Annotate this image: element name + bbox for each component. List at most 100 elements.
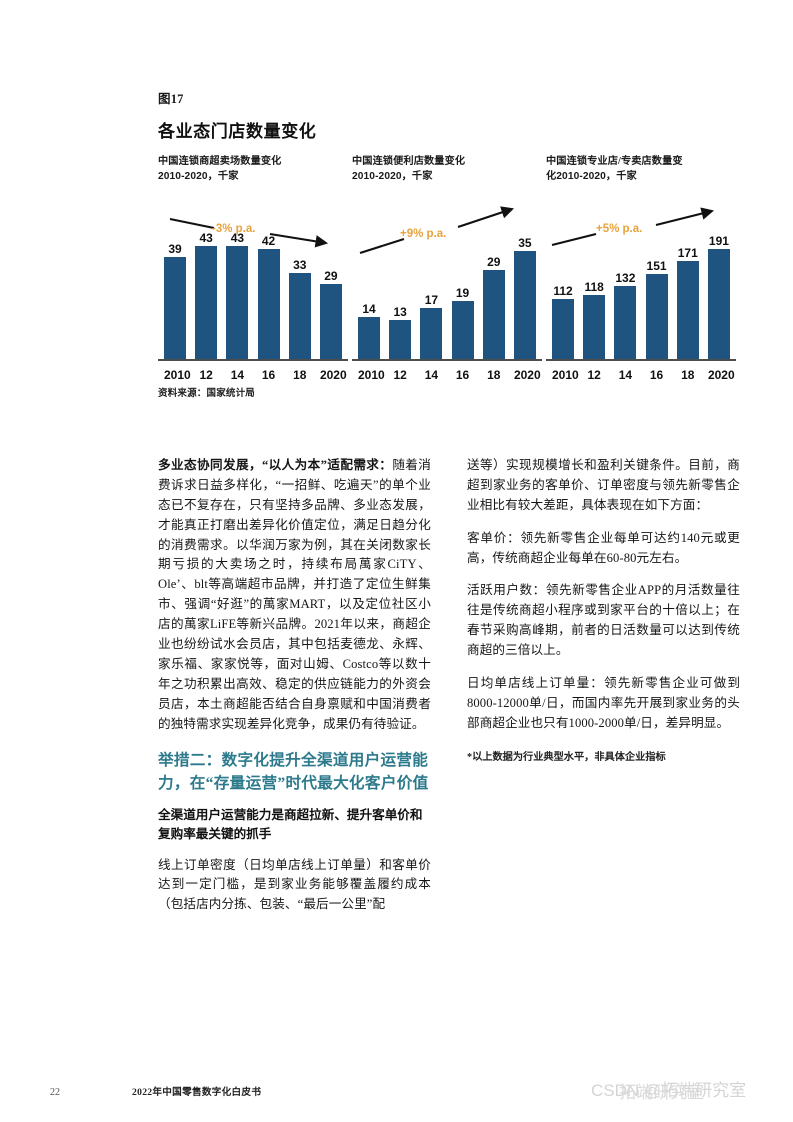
bar-item: 39 [164, 201, 186, 361]
bar-value: 19 [455, 286, 470, 300]
chart-1-bars: 39 43 43 42 33 29 [164, 201, 342, 361]
paragraph-lead: 日均单店线上订单量： [467, 676, 605, 691]
x-tick: 12 [199, 368, 213, 382]
bar-item: 29 [319, 201, 342, 361]
chart-2-xlabels: 2010 12 14 16 18 2020 [358, 368, 541, 382]
chart-3-cagr-label: +5% p.a. [596, 223, 643, 235]
chart-1-title: 中国连锁商超卖场数量变化 [158, 156, 282, 167]
bar-rect [552, 299, 574, 361]
bar-item: 191 [707, 201, 730, 361]
chart-2-years: 2010-2020 [352, 170, 402, 182]
x-tick: 18 [293, 368, 307, 382]
bar-item: 112 [552, 201, 574, 361]
x-tick: 2010 [552, 368, 579, 382]
bar-item: 13 [389, 201, 412, 361]
chart-2-plot: +9% p.a. 14 13 17 19 29 35 2010 12 14 16… [352, 201, 546, 383]
paragraph-daily-orders: 日均单店线上订单量：领先新零售企业可做到8000-12000单/日，而国内率先开… [467, 674, 740, 734]
paragraph-body: 领先新零售企业可做到8000-12000单/日，而国内率先开展到家业务的头部商超… [467, 676, 741, 730]
chart-1-years: 2010-2020 [158, 170, 208, 182]
right-column: 送等）实现规模增长和盈利关键条件。目前，商超到家业务的客单价、订单密度与领先新零… [467, 456, 740, 928]
x-tick: 18 [681, 368, 695, 382]
chart-3-years: 化2010-2020 [546, 170, 606, 182]
x-tick: 18 [487, 368, 501, 382]
bar-item: 14 [358, 201, 380, 361]
bar-value: 29 [487, 255, 501, 269]
footnote-disclaimer: *以上数据为行业典型水平，非具体企业指标 [467, 751, 666, 763]
chart-1-heading: 中国连锁商超卖场数量变化 2010-2020，千家 [158, 155, 352, 187]
bar-item: 132 [614, 201, 637, 361]
bar-rect [389, 320, 412, 361]
bar-rect [513, 251, 536, 361]
chart-2-unit: ，千家 [401, 170, 433, 182]
bar-item: 151 [645, 201, 668, 361]
bar-rect [707, 249, 730, 361]
figure-number: 图17 [158, 92, 184, 106]
bar-rect [614, 286, 637, 361]
x-tick: 14 [230, 368, 245, 382]
bar-item: 171 [676, 201, 699, 361]
chart-2-cagr-label: +9% p.a. [400, 228, 447, 240]
bar-value: 39 [168, 242, 182, 256]
paragraph-body: 随着消费诉求日益多样化，“一招鲜、吃遍天”的单个业态已不复存在，只有坚持多品牌、… [158, 458, 431, 731]
bar-rect [676, 261, 699, 361]
chart-3-unit: ，千家 [605, 170, 637, 182]
bar-value: 191 [708, 234, 729, 248]
chart-3-heading: 中国连锁专业店/专卖店数量变 化2010-2020，千家 [546, 155, 740, 187]
chart-1-plot: -3% p.a. 39 43 43 42 33 29 2010 12 14 16… [158, 201, 352, 383]
bar-item: 19 [451, 201, 474, 361]
bar-item: 118 [583, 201, 606, 361]
chart-2-bars: 14 13 17 19 29 35 [358, 201, 536, 361]
x-tick: 12 [587, 368, 601, 382]
sub-heading-omnichannel: 全渠道用户运营能力是商超拉新、提升客单价和复购率最关键的抓手 [158, 807, 423, 841]
bar-value: 17 [424, 293, 439, 307]
bar-rect [257, 249, 280, 361]
paragraph-lead: 活跃用户数： [467, 583, 546, 598]
x-tick: 16 [649, 368, 664, 382]
bar-item: 17 [420, 201, 443, 361]
paragraph-active-users: 活跃用户数：领先新零售企业APP的月活数量往往是传统商超小程序或到家平台的十倍以… [467, 581, 740, 661]
bar-item: 33 [288, 201, 311, 361]
bar-item: 35 [513, 201, 536, 361]
paragraph-lead: 多业态协同发展，“以人为本”适配需求： [158, 458, 393, 472]
chart-1-cagr-label: -3% p.a. [212, 223, 256, 235]
page-footer: 22 2022年中国零售数字化白皮书 [50, 1084, 750, 1098]
chart-1-axis [158, 359, 348, 361]
paragraph-order-density: 线上订单密度（日均单店线上订单量）和客单价达到一定门槛，是到家业务能够覆盖履约成… [158, 857, 431, 912]
bar-value: 29 [324, 269, 338, 283]
bar-value: 151 [646, 259, 667, 273]
chart-3-xlabels: 2010 12 14 16 18 2020 [552, 368, 735, 382]
bar-value: 42 [261, 234, 276, 248]
x-tick: 2010 [164, 368, 191, 382]
paragraph-body: 领先新零售企业APP的月活数量往往是传统商超小程序或到家平台的十倍以上；在春节采… [467, 583, 741, 658]
chart-3-plot: +5% p.a. 112 118 132 151 171 191 2010 12… [546, 201, 740, 383]
paragraph-unit-price: 客单价：领先新零售企业每单可达约140元或更高，传统商超企业每单在60-80元左… [467, 529, 740, 569]
chart-2-heading: 中国连锁便利店数量变化 2010-2020，千家 [352, 155, 546, 187]
bar-rect [420, 308, 443, 361]
page-number: 22 [50, 1087, 60, 1098]
chart-convenience-stores: 中国连锁便利店数量变化 2010-2020，千家 +9% p.a. 14 1 [352, 155, 546, 383]
x-tick: 2010 [358, 368, 385, 382]
bar-value: 112 [553, 284, 573, 298]
bar-rect [288, 273, 311, 361]
figure-header: 图17 各业态门店数量变化 [158, 88, 738, 142]
figure-source: 资料来源：国家统计局 [158, 389, 256, 399]
figure-title: 各业态门店数量变化 [158, 122, 317, 141]
bar-value: 43 [199, 231, 213, 245]
chart-group: 中国连锁商超卖场数量变化 2010-2020，千家 -3% p.a. 39 [158, 155, 740, 383]
bar-rect [164, 257, 186, 361]
bar-item: 42 [257, 201, 280, 361]
x-tick: 16 [455, 368, 470, 382]
bar-value: 171 [677, 246, 698, 260]
bar-rect [645, 274, 668, 361]
paragraph-multi-format: 多业态协同发展，“以人为本”适配需求：随着消费诉求日益多样化，“一招鲜、吃遍天”… [158, 456, 431, 734]
bar-item: 29 [482, 201, 505, 361]
x-tick: 12 [393, 368, 407, 382]
bar-rect [195, 246, 218, 361]
chart-3-bars: 112 118 132 151 171 191 [552, 201, 730, 361]
chart-1-unit: ，千家 [207, 170, 239, 182]
footer-document-title: 2022年中国零售数字化白皮书 [132, 1087, 262, 1098]
bar-rect [451, 301, 474, 361]
paragraph-lead: 客单价： [467, 530, 521, 545]
chart-2-title: 中国连锁便利店数量变化 [352, 156, 466, 167]
